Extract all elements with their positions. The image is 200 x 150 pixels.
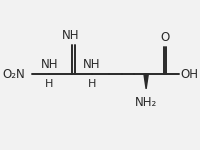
Text: OH: OH — [180, 68, 198, 81]
Text: NH: NH — [83, 58, 100, 71]
Polygon shape — [144, 74, 148, 89]
Text: O₂N: O₂N — [2, 68, 25, 81]
Text: NH₂: NH₂ — [135, 96, 157, 109]
Text: H: H — [45, 79, 54, 89]
Text: NH: NH — [62, 29, 79, 42]
Text: NH: NH — [41, 58, 58, 71]
Text: O: O — [160, 31, 169, 44]
Text: H: H — [87, 79, 96, 89]
